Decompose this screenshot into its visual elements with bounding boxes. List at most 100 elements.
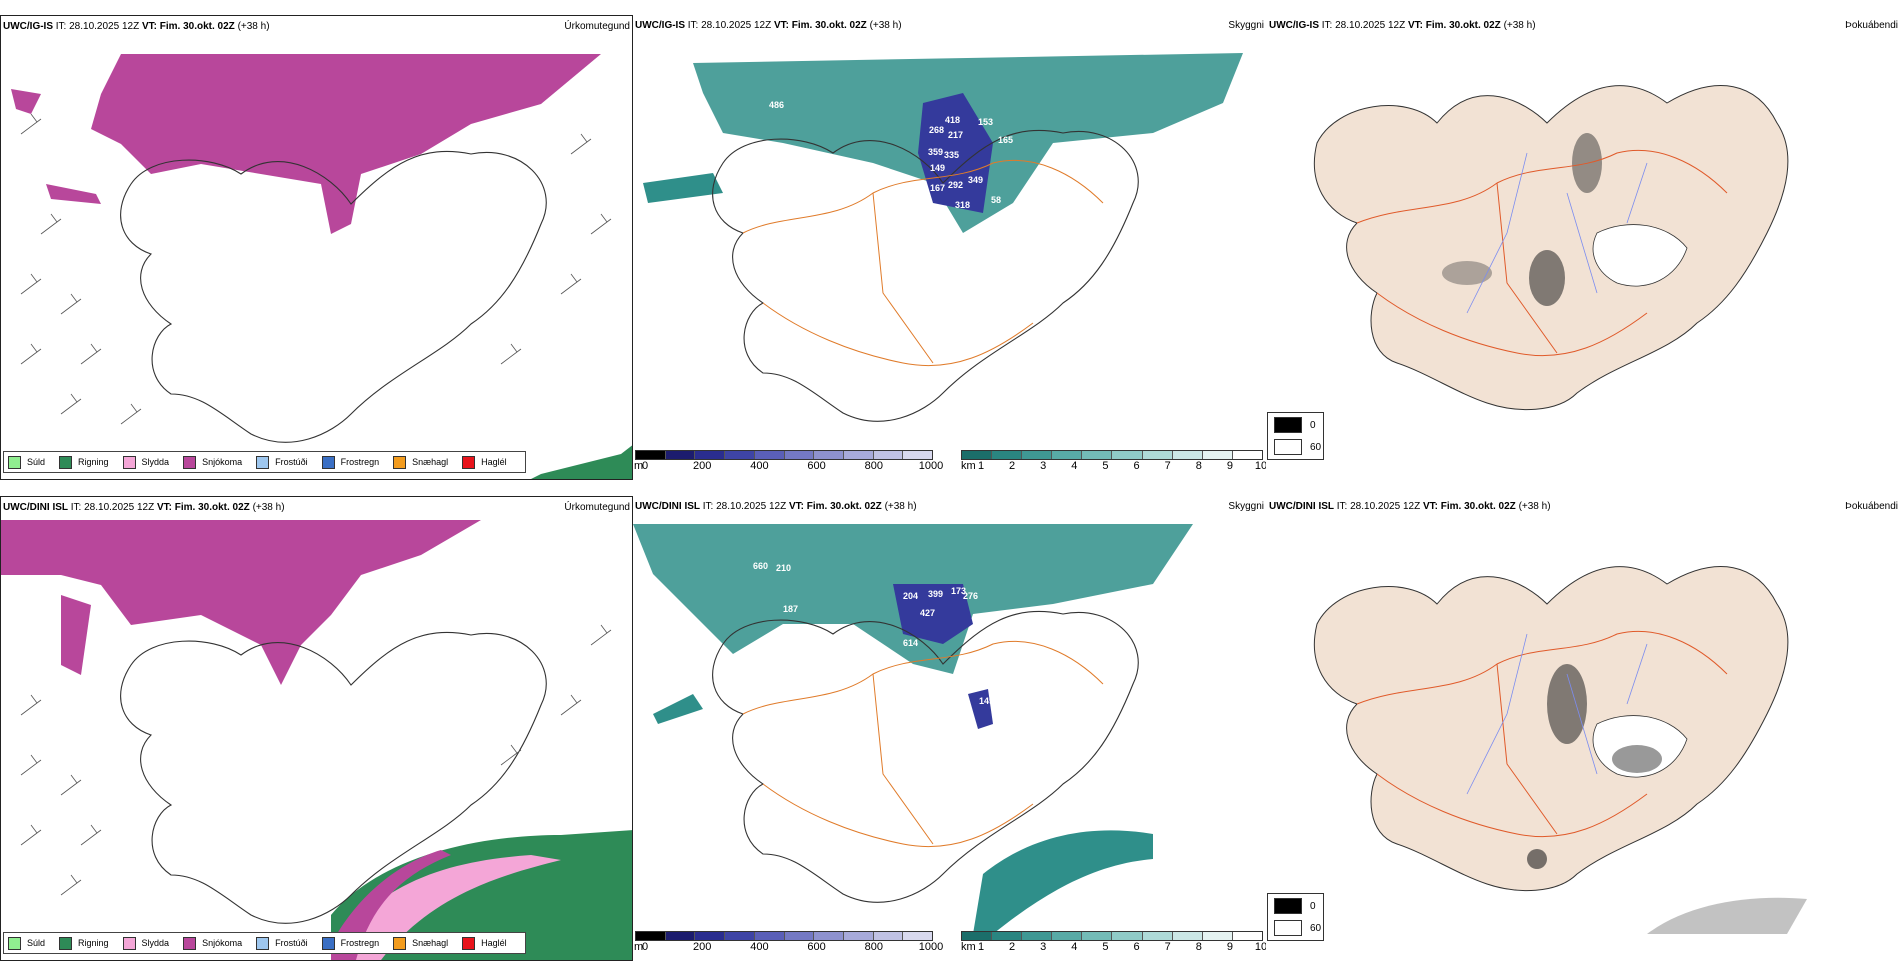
snow-area [91, 54, 601, 234]
colorbar-swatch [903, 451, 933, 459]
vis-value: 153 [978, 117, 993, 127]
panel-title: UWC/IG-IS IT: 28.10.2025 12Z VT: Fim. 30… [1269, 20, 1536, 31]
colorbar-swatch [1172, 451, 1203, 459]
colorbar-swatch [754, 932, 785, 940]
vis-value: 187 [783, 604, 798, 614]
legend-item: Snæhagl [393, 936, 448, 950]
vis-value: 318 [955, 200, 970, 210]
colorbar-swatch [1232, 932, 1262, 940]
legend-item: Snæhagl [393, 455, 448, 469]
vis-value: 268 [929, 125, 944, 135]
vis-value: 276 [963, 591, 978, 601]
iceland-land [1313, 85, 1789, 411]
colorbar-swatch [992, 451, 1023, 459]
colorbar-swatch [1112, 451, 1143, 459]
colorbar-tick: 5 [1102, 941, 1109, 953]
legend-swatch [122, 936, 136, 950]
snow-area [1, 520, 481, 685]
vis-value: 149 [979, 696, 994, 706]
colorbar-tick: 200 [693, 460, 712, 472]
colorbar-tick: 0 [641, 460, 649, 472]
colorbar-swatch [873, 932, 904, 940]
colorbar-swatch [636, 451, 666, 459]
panel-field-label: Þokuábendi [1845, 20, 1898, 31]
colorbar-tick: 3 [1040, 460, 1047, 472]
legend-item: Snjókoma [183, 936, 242, 950]
rivers [1466, 633, 1648, 795]
legend-swatch [256, 936, 270, 950]
colorbar-tick: 8 [1195, 460, 1202, 472]
ceiling-unit: m [634, 460, 644, 472]
visibility-colorbar-ticks: km 1 2 3 4 5 6 7 8 9 10 [961, 941, 1266, 955]
ceiling-colorbar-ticks: m 0 200 400 600 800 1000 [634, 941, 943, 955]
visibility-unit: km [961, 460, 976, 472]
panel-title: UWC/DINI ISL IT: 28.10.2025 12Z VT: Fim.… [3, 502, 285, 513]
visibility-unit: km [961, 941, 976, 953]
colorbar-swatch [1202, 932, 1233, 940]
vis-value: 399 [928, 589, 943, 599]
colorbar-tick: 4 [1071, 941, 1078, 953]
legend-item: Súld [8, 455, 45, 469]
legend-swatch [393, 936, 407, 950]
vis-value: 15 [933, 861, 943, 871]
legend-item: Súld [8, 936, 45, 950]
legend-swatch [8, 455, 21, 469]
colorbar-swatch [843, 451, 874, 459]
road-network [742, 640, 1104, 848]
vis-value: 173 [951, 586, 966, 596]
visibility-panel-top: UWC/IG-IS IT: 28.10.2025 12Z VT: Fim. 30… [633, 15, 1266, 480]
colorbar-swatch [1082, 451, 1113, 459]
colorbar-swatch [695, 932, 726, 940]
legend-item: Frostúði [256, 455, 308, 469]
snow-area [11, 89, 41, 114]
colorbar-swatch [1142, 451, 1173, 459]
legend-item: Snjókoma [183, 455, 242, 469]
fog-swatch [1274, 898, 1302, 914]
colorbar-swatch [695, 451, 726, 459]
low-visibility-area [643, 173, 723, 203]
snow-area [46, 184, 101, 204]
legend-item: Haglél [462, 455, 507, 469]
colorbar-swatch [1202, 451, 1233, 459]
fog-patch [1442, 261, 1492, 285]
ceiling-unit: m [634, 941, 644, 953]
vis-value: 116 [895, 260, 910, 270]
colorbar-tick: 0 [641, 941, 649, 953]
colorbar-tick: 9 [1226, 941, 1233, 953]
visibility-colorbar-swatches [961, 931, 1263, 941]
legend-swatch [59, 455, 73, 469]
vis-value: 418 [945, 115, 960, 125]
fog-patch [1547, 664, 1587, 744]
vis-value: 359 [928, 147, 943, 157]
visibility-colorbar: km 1 2 3 4 5 6 7 8 9 10 [961, 450, 1266, 480]
colorbar-tick: 6 [1133, 460, 1140, 472]
fog-panel-bottom: UWC/DINI ISL IT: 28.10.2025 12Z VT: Fim.… [1267, 496, 1900, 961]
vis-value: 204 [903, 591, 918, 601]
fog-panel-top: UWC/IG-IS IT: 28.10.2025 12Z VT: Fim. 30… [1267, 15, 1900, 480]
iceland-land [1313, 566, 1789, 892]
legend-swatch [462, 455, 476, 469]
fog-legend-top: 0 60 [1267, 412, 1324, 460]
colorbar-tick: 7 [1164, 460, 1171, 472]
vis-value: 153 [935, 262, 950, 272]
fog-swatch [1274, 920, 1302, 936]
colorbar-swatch [636, 932, 666, 940]
legend-swatch [59, 936, 73, 950]
legend-item: Slydda [122, 455, 169, 469]
colorbar-swatch [1142, 932, 1173, 940]
colorbar-swatch [814, 932, 844, 940]
iceland-coastline [120, 631, 547, 924]
colorbar-swatch [754, 451, 785, 459]
fog-swatch [1274, 417, 1302, 433]
vis-value: 165 [998, 135, 1013, 145]
panel-title: UWC/IG-IS IT: 28.10.2025 12Z VT: Fim. 30… [3, 21, 270, 32]
visibility-colorbar-ticks: km 1 2 3 4 5 6 7 8 9 10 [961, 460, 1266, 474]
colorbar-swatch [814, 451, 844, 459]
colorbar-swatch [903, 932, 933, 940]
colorbar-tick: 9 [1226, 460, 1233, 472]
panel-title: UWC/IG-IS IT: 28.10.2025 12Z VT: Fim. 30… [635, 20, 902, 31]
ptype-legend: Súld Rigning Slydda Snjókoma Frostúði Fr… [3, 932, 526, 954]
colorbar-swatch [962, 451, 993, 459]
rain-area [531, 445, 632, 479]
legend-swatch [122, 455, 136, 469]
